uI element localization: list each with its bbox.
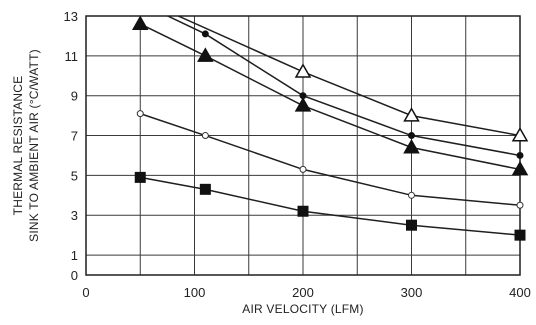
grid-layer (85, 15, 521, 276)
open-triangle-marker (403, 107, 420, 122)
y-tick-label: 1 (71, 248, 78, 263)
filled-triangle-marker (197, 47, 214, 62)
filled-circle-marker (408, 132, 415, 140)
filled-triangle-marker (403, 138, 420, 154)
y-axis-label-line-1: THERMAL RESISTANCE (11, 76, 25, 216)
x-tick-label: 400 (509, 285, 531, 300)
marker-layer (131, 15, 529, 241)
open-circle-marker (408, 191, 415, 199)
series-line (139, 23, 520, 171)
y-tick-label: 0 (71, 268, 78, 283)
y-axis-label-line-2: SINK TO AMBIENT AIR (°C/WATT) (27, 49, 41, 242)
filled-triangle-marker (511, 160, 529, 176)
series-line (177, 16, 520, 137)
y-tick-label: 5 (71, 168, 78, 183)
x-tick-label: 200 (292, 285, 314, 300)
series-line (140, 176, 520, 236)
x-axis-label: AIR VELOCITY (LFM) (242, 302, 363, 316)
filled-circle-marker (516, 151, 524, 159)
open-circle-marker (299, 165, 307, 173)
series-line (140, 112, 520, 207)
filled-square-marker (134, 171, 146, 183)
open-triangle-marker (511, 127, 529, 142)
open-circle-marker (136, 110, 144, 118)
y-tick-label: 3 (71, 208, 78, 223)
open-triangle-marker (294, 63, 312, 78)
filled-circle-marker (299, 92, 307, 100)
open-circle-marker (516, 201, 524, 209)
filled-square-marker (297, 205, 309, 217)
series-layer (139, 16, 520, 236)
filled-triangle-marker (294, 97, 312, 112)
filled-triangle-marker (131, 15, 149, 30)
y-tick-label: 7 (71, 129, 78, 144)
y-tick-label: 13 (64, 9, 78, 24)
y-tick-label: 9 (71, 89, 78, 104)
x-tick-label: 0 (82, 285, 89, 300)
y-tick-label: 11 (65, 49, 79, 64)
plot-border (85, 15, 521, 276)
filled-square-marker (406, 219, 417, 231)
filled-square-marker (199, 183, 211, 195)
filled-square-marker (514, 229, 526, 241)
x-tick-label: 100 (184, 285, 206, 300)
filled-circle-marker (201, 30, 209, 38)
open-circle-marker (201, 132, 209, 140)
x-tick-label: 300 (401, 285, 423, 300)
